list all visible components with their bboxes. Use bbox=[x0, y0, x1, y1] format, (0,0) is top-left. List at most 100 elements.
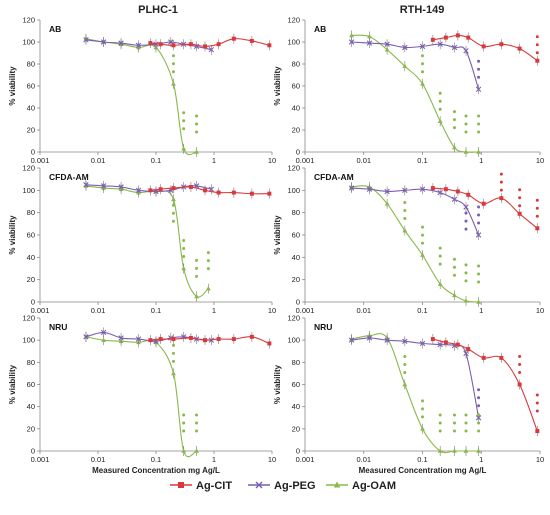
point-ag-peg bbox=[419, 340, 426, 347]
significance-star bbox=[464, 413, 468, 417]
y-axis-label: % viability bbox=[8, 66, 17, 106]
significance-star bbox=[195, 130, 199, 134]
significance-star bbox=[464, 279, 468, 283]
point-ag-cit bbox=[188, 335, 193, 340]
significance-star bbox=[421, 225, 424, 229]
legend-item-ag-oam: Ag-OAM bbox=[326, 480, 396, 492]
significance-star bbox=[195, 413, 199, 417]
significance-star bbox=[452, 421, 456, 425]
x-tick-label: 10 bbox=[268, 455, 276, 464]
point-ag-peg bbox=[437, 189, 443, 196]
significance-star bbox=[421, 415, 424, 419]
point-ag-cit bbox=[466, 35, 471, 40]
point-ag-cit bbox=[535, 429, 540, 434]
point-ag-peg bbox=[366, 335, 373, 341]
y-tick-label: 0 bbox=[296, 447, 300, 456]
significance-star bbox=[438, 99, 442, 103]
x-tick-label: 10 bbox=[536, 306, 544, 315]
significance-star bbox=[195, 266, 199, 270]
point-ag-cit bbox=[455, 33, 460, 38]
point-ag-cit bbox=[466, 192, 471, 197]
point-ag-cit bbox=[188, 184, 193, 189]
point-ag-peg bbox=[402, 44, 408, 51]
series-line-ag-oam bbox=[351, 34, 479, 153]
point-ag-peg bbox=[475, 415, 482, 421]
significance-star bbox=[535, 198, 539, 202]
significance-star bbox=[452, 257, 456, 261]
point-ag-oam bbox=[437, 448, 443, 453]
y-tick-label: 80 bbox=[292, 358, 300, 367]
significance-star bbox=[438, 91, 442, 95]
significance-star bbox=[464, 130, 468, 134]
significance-star bbox=[171, 219, 175, 223]
significance-star bbox=[195, 421, 199, 425]
x-tick-label: 0.001 bbox=[31, 156, 50, 165]
point-ag-peg bbox=[402, 187, 408, 194]
point-ag-cit bbox=[188, 42, 193, 47]
y-tick-label: 80 bbox=[292, 208, 300, 217]
series-line-ag-oam bbox=[85, 185, 209, 298]
significance-star bbox=[464, 271, 468, 275]
point-ag-peg bbox=[384, 337, 390, 343]
point-ag-cit bbox=[443, 35, 448, 40]
point-ag-peg bbox=[100, 39, 107, 45]
significance-star bbox=[477, 264, 481, 268]
significance-star bbox=[182, 255, 186, 258]
x-tick-label: 0.1 bbox=[417, 455, 427, 464]
point-ag-peg bbox=[135, 42, 142, 48]
y-tick-label: 80 bbox=[292, 60, 300, 69]
significance-star bbox=[421, 407, 424, 411]
point-ag-cit bbox=[216, 337, 221, 342]
point-ag-cit bbox=[231, 190, 236, 195]
point-ag-cit bbox=[148, 188, 153, 193]
significance-star bbox=[195, 429, 199, 433]
series-line-ag-oam bbox=[85, 38, 197, 156]
y-tick-label: 0 bbox=[296, 298, 300, 307]
point-ag-cit bbox=[148, 338, 153, 343]
significance-star bbox=[518, 204, 522, 208]
point-ag-peg bbox=[419, 186, 426, 192]
y-tick-label: 20 bbox=[292, 424, 300, 433]
point-ag-cit bbox=[455, 189, 460, 194]
series-line-ag-oam bbox=[351, 185, 479, 303]
point-ag-oam bbox=[384, 47, 390, 52]
x-tick-label: 10 bbox=[268, 306, 276, 315]
y-tick-label: 60 bbox=[292, 82, 300, 91]
y-tick-label: 40 bbox=[27, 402, 35, 411]
legend: Ag-CIT Ag-PEG Ag-OAM bbox=[170, 480, 396, 492]
significance-star bbox=[403, 217, 407, 221]
significance-star bbox=[171, 70, 175, 74]
x-tick-label: 0.001 bbox=[296, 306, 315, 315]
significance-star bbox=[464, 122, 468, 126]
point-ag-cit bbox=[267, 341, 272, 346]
point-ag-oam bbox=[181, 265, 187, 271]
x-tick-label: 0.001 bbox=[296, 156, 315, 165]
significance-star bbox=[182, 239, 186, 242]
significance-star bbox=[477, 205, 481, 209]
point-ag-peg bbox=[475, 232, 482, 238]
legend-label: Ag-CIT bbox=[196, 480, 232, 492]
point-ag-cit bbox=[171, 337, 176, 342]
point-ag-oam bbox=[463, 448, 469, 453]
significance-star bbox=[464, 211, 468, 215]
significance-star bbox=[477, 221, 481, 225]
significance-star bbox=[452, 429, 456, 433]
significance-star bbox=[518, 196, 522, 200]
significance-star bbox=[499, 188, 503, 192]
significance-star bbox=[171, 351, 175, 355]
point-ag-peg bbox=[475, 86, 482, 92]
point-ag-cit bbox=[499, 355, 504, 360]
point-ag-peg bbox=[208, 47, 215, 53]
significance-star bbox=[477, 122, 481, 126]
x-tick-label: 1 bbox=[212, 156, 216, 165]
x-tick-label: 1 bbox=[479, 156, 483, 165]
y-tick-label: 40 bbox=[292, 253, 300, 262]
significance-star bbox=[499, 180, 503, 184]
significance-star bbox=[452, 118, 456, 122]
point-ag-peg bbox=[451, 196, 458, 202]
point-ag-peg bbox=[348, 39, 355, 45]
point-ag-cit bbox=[216, 42, 221, 47]
point-ag-cit bbox=[443, 340, 448, 345]
